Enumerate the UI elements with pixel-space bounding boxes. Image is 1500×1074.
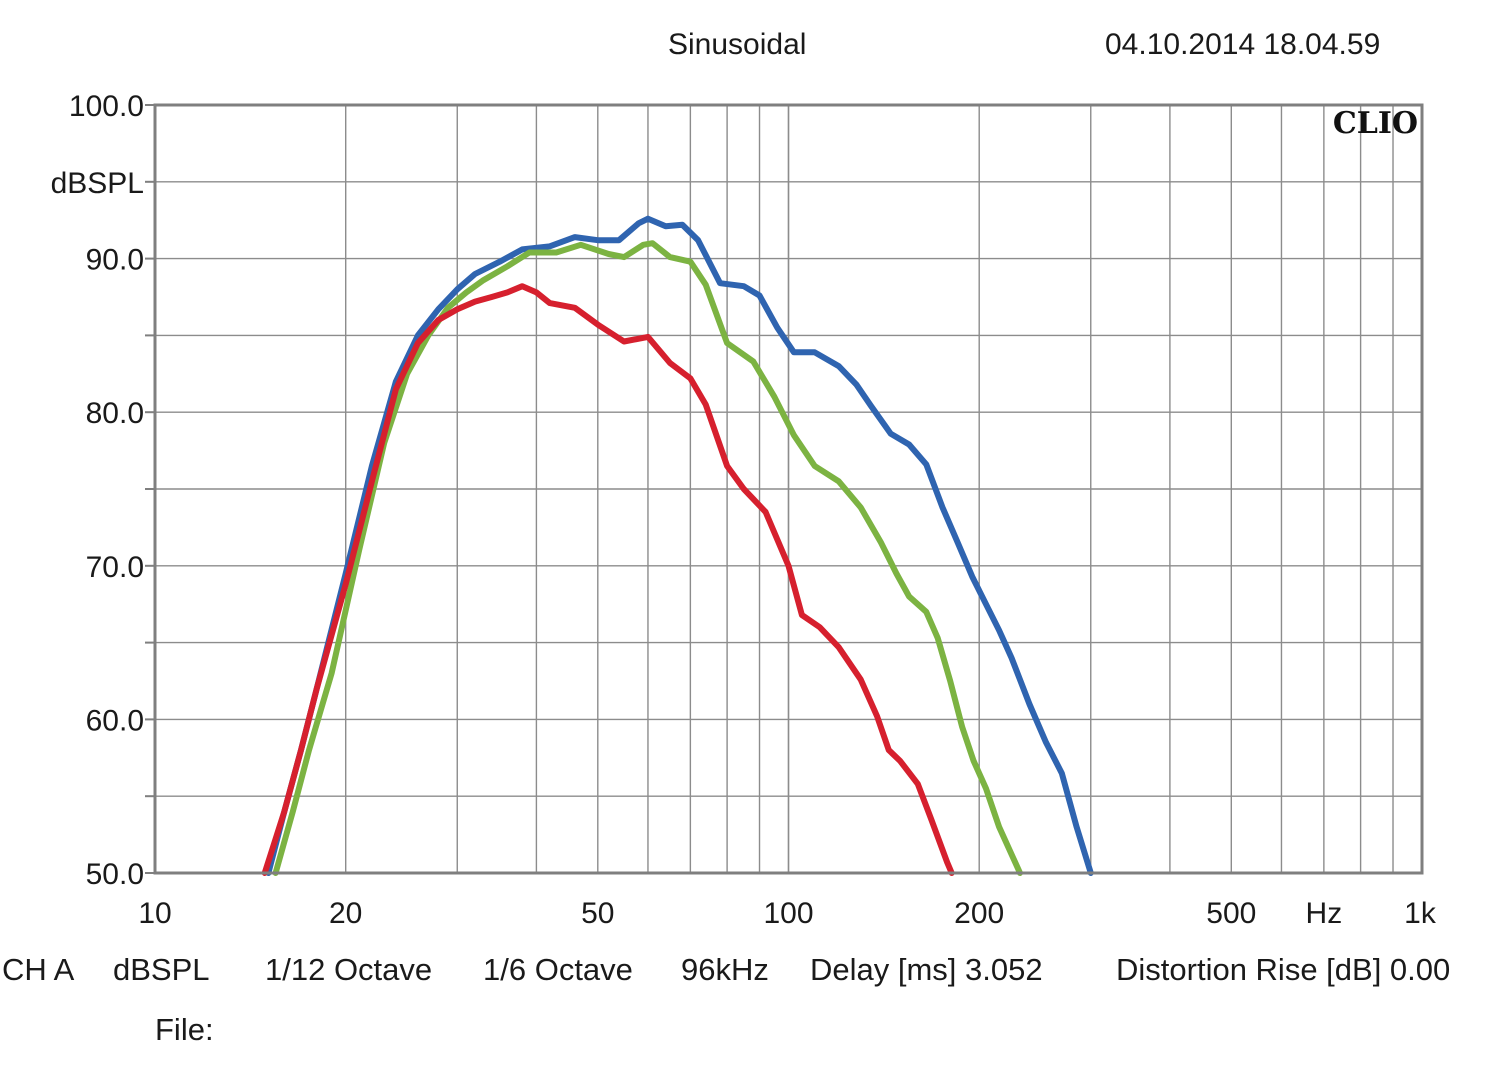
sample-rate-label: 96kHz	[681, 952, 769, 987]
x-tick-label: 1k	[1404, 897, 1437, 930]
response-curve-1	[265, 215, 1094, 876]
smoothing-label: 1/12 Octave	[265, 952, 433, 987]
y-tick-label: 90.0	[86, 244, 144, 277]
settings-bar: CH A dBSPL 1/12 Octave 1/6 Octave 96kHz …	[0, 952, 1500, 992]
plot-grid	[155, 105, 1422, 873]
x-tick-label: 10	[138, 897, 171, 930]
x-tick-label: 20	[329, 897, 362, 930]
resolution-label: 1/6 Octave	[483, 952, 633, 987]
y-tick-label: 100.0	[69, 90, 144, 123]
channel-label: CH A	[2, 952, 75, 987]
unit-label: dBSPL	[113, 952, 210, 987]
x-tick-label: 200	[954, 897, 1004, 930]
distortion-rise-label: Distortion Rise [dB] 0.00	[1116, 952, 1451, 987]
x-tick-label: 500	[1206, 897, 1256, 930]
measurement-title: Sinusoidal	[668, 28, 807, 61]
y-tick-label: 50.0	[86, 858, 144, 891]
response-curve-2	[272, 240, 1023, 876]
y-axis-label: dBSPL	[51, 167, 144, 200]
measurement-datetime: 04.10.2014 18.04.59	[1105, 28, 1381, 61]
y-tick-label: 80.0	[86, 397, 144, 430]
plot-curves	[261, 215, 1094, 876]
axis-ticks: 50.0 60.0 70.0 80.0 90.0 100.0 10 20 50 100 200 500…	[69, 90, 1437, 930]
x-axis-unit: Hz	[1306, 897, 1343, 930]
delay-label: Delay [ms] 3.052	[810, 952, 1043, 987]
x-tick-label: 50	[581, 897, 614, 930]
clio-logo: CLIO	[1333, 106, 1418, 141]
x-tick-label: 100	[763, 897, 813, 930]
response-curve-3	[261, 283, 955, 876]
file-label: File:	[155, 1012, 214, 1047]
y-tick-label: 60.0	[86, 704, 144, 737]
y-tick-label: 70.0	[86, 551, 144, 584]
